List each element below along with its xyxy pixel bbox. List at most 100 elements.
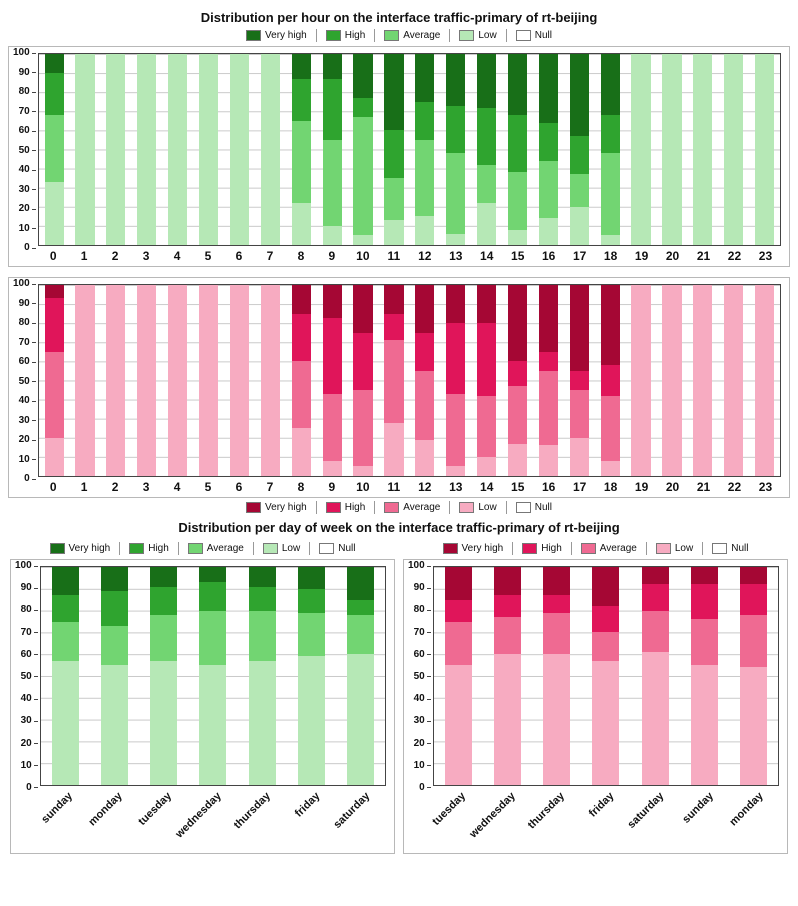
x-tick-label: 16: [541, 249, 556, 263]
bar-4: [162, 54, 193, 245]
bar-12: [409, 285, 440, 476]
bar-segment-low: [739, 667, 767, 785]
x-tick-label: 15: [511, 480, 525, 494]
x-tick-label: 22: [727, 480, 742, 494]
bar-segment-very_high: [477, 285, 497, 324]
y-axis: 100 90 80 70 60 50 40 30 20 10 0: [13, 278, 30, 484]
bar-friday: [287, 567, 336, 785]
bar-segment-low: [137, 54, 157, 245]
stacked-bar: [100, 567, 128, 785]
stacked-bar: [291, 54, 311, 245]
stacked-bar: [693, 54, 713, 245]
bar-segment-low: [690, 665, 718, 785]
legend-swatch-null: [515, 30, 531, 41]
legend-swatch-low: [262, 543, 278, 554]
bar-segment-low: [507, 443, 528, 476]
legend-label: Very high: [461, 543, 504, 554]
stacked-bar: [353, 285, 373, 476]
x-tick-label: 0: [49, 249, 57, 263]
plot-column: tuesday wednesday thursday friday saturday su…: [430, 566, 779, 850]
bar-segment-very_high: [150, 567, 178, 587]
bar-segment-very_high: [44, 285, 64, 299]
bar-segment-low: [444, 665, 472, 785]
bar-1: [70, 285, 101, 476]
bar-tuesday: [434, 567, 483, 785]
x-tick-label: 7: [266, 480, 274, 494]
x-tick-label: 9: [328, 249, 336, 263]
bar-segment-very_high: [538, 54, 558, 123]
bar-23: [749, 54, 780, 245]
bar-segment-average: [569, 390, 589, 438]
daily-red-legend: Very high High Average Low Null: [399, 542, 792, 555]
bar-0: [39, 54, 70, 245]
bar-segment-low: [44, 181, 64, 245]
legend-item-high: High: [315, 501, 375, 514]
x-tick-label: wednesday: [173, 790, 224, 841]
x-tick-label: thursday: [231, 790, 274, 832]
x-tick-label: tuesday: [136, 790, 175, 828]
legend-swatch-low: [655, 543, 671, 554]
legend-swatch-low: [459, 502, 475, 513]
bar-segment-high: [507, 361, 528, 387]
legend-item-low: Low: [645, 542, 702, 555]
bar-segment-average: [322, 139, 342, 226]
bar-segment-low: [384, 220, 404, 245]
stacked-bar: [75, 54, 95, 245]
bar-segment-low: [346, 654, 374, 785]
bar-14: [471, 54, 502, 245]
bar-segment-average: [641, 610, 669, 653]
hourly-red-chart: 100 90 80 70 60 50 40 30 20 10 0 0 1 2 3 4 5 6 7 8 9 10 11 12 13…: [8, 277, 790, 498]
bar-segment-low: [137, 285, 157, 476]
bar-segment-low: [493, 654, 521, 785]
daily-red-column: Very high High Average Low Null 100 90 80 70 60 5…: [399, 539, 792, 856]
bar-segment-high: [415, 101, 435, 140]
x-axis: 0 1 2 3 4 5 6 7 8 9 10 11 12 13 14 15 16 17 18 19 20 21 22 23: [38, 477, 781, 494]
x-tick-label: 13: [449, 249, 463, 263]
bar-segment-high: [600, 115, 620, 154]
stacked-bar: [384, 285, 404, 476]
legend-item-high: High: [315, 29, 375, 42]
bar-segment-average: [384, 178, 404, 221]
bar-segment-high: [51, 595, 79, 622]
bar-segment-low: [724, 54, 744, 245]
plot-column: sunday monday tuesday wednesday thursday frid…: [40, 566, 386, 850]
bar-segment-average: [51, 621, 79, 661]
y-axis: 100 90 80 70 60 50 40 30 20 10 0: [15, 560, 32, 793]
stacked-bar: [600, 285, 620, 476]
bar-segment-very_high: [415, 285, 435, 333]
x-tick-label: 21: [696, 480, 711, 494]
bar-segment-high: [507, 115, 528, 173]
x-tick-label: 14: [480, 480, 494, 494]
bar-segment-low: [106, 54, 126, 245]
bar-2: [100, 54, 131, 245]
bar-segment-low: [322, 460, 342, 476]
bar-segment-very_high: [538, 285, 558, 352]
bar-segment-average: [291, 120, 311, 203]
legend-label: Low: [478, 30, 497, 41]
bar-segment-high: [569, 370, 589, 391]
stacked-bar: [641, 567, 669, 785]
x-tick-label: 0: [49, 480, 57, 494]
bar-segment-high: [44, 298, 64, 352]
hourly-green-legend: Very high High Average Low Null: [4, 29, 794, 42]
x-tick-label: 15: [511, 249, 525, 263]
bar-segment-high: [446, 323, 466, 394]
stacked-bar: [600, 54, 620, 245]
bar-segment-average: [248, 610, 276, 661]
bar-segment-very_high: [600, 54, 620, 116]
hourly-chart-title: Distribution per hour on the interface t…: [200, 10, 598, 25]
x-tick-label: 16: [541, 480, 556, 494]
bar-segment-average: [600, 153, 620, 236]
stacked-bar: [260, 54, 280, 245]
bar-wednesday: [483, 567, 532, 785]
x-tick-label: friday: [293, 790, 323, 820]
bar-segment-very_high: [690, 567, 718, 585]
bar-segment-high: [493, 595, 521, 618]
x-tick-label: tuesday: [430, 790, 469, 828]
bar-segment-low: [168, 54, 188, 245]
bar-segment-low: [75, 285, 95, 476]
x-tick-label: 7: [266, 249, 274, 263]
bar-segment-low: [477, 456, 497, 476]
bar-segment-high: [444, 599, 472, 622]
x-tick-label: monday: [726, 790, 766, 829]
